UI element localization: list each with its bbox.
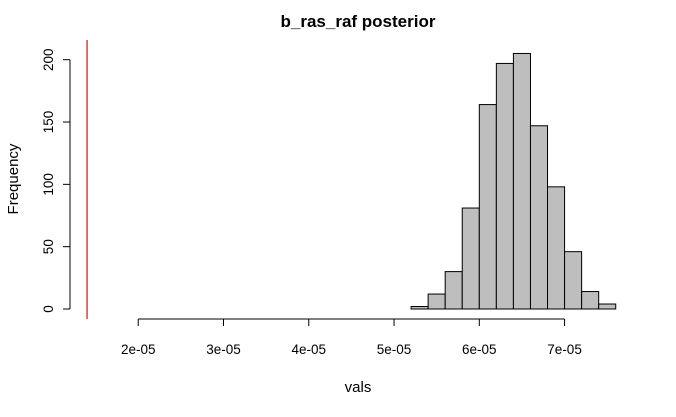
x-tick-label: 4e-05 bbox=[291, 342, 326, 357]
y-tick-label: 50 bbox=[41, 239, 56, 254]
y-axis: 0 50 100 150 200 bbox=[41, 48, 71, 313]
histogram-bars bbox=[410, 52, 617, 310]
y-tick-label: 200 bbox=[41, 48, 56, 71]
histogram-bar bbox=[410, 306, 429, 310]
chart-title: b_ras_raf posterior bbox=[281, 12, 436, 31]
histogram-bar bbox=[427, 293, 446, 310]
x-axis-label: vals bbox=[345, 379, 372, 396]
histogram-bar bbox=[529, 125, 549, 310]
y-tick-label: 150 bbox=[41, 111, 56, 134]
x-tick-label: 3e-05 bbox=[206, 342, 241, 357]
histogram-bar bbox=[547, 186, 566, 310]
histogram-bar bbox=[444, 271, 463, 310]
histogram-bar bbox=[564, 251, 583, 310]
x-tick-label: 2e-05 bbox=[121, 342, 156, 357]
histogram-bar bbox=[512, 52, 531, 310]
x-axis: 2e-05 3e-05 4e-05 5e-05 6e-05 7e-05 bbox=[121, 318, 582, 357]
x-tick-label: 5e-05 bbox=[377, 342, 412, 357]
y-tick-label: 100 bbox=[41, 173, 56, 196]
histogram-bar bbox=[581, 291, 600, 310]
x-tick-label: 6e-05 bbox=[462, 342, 497, 357]
histogram-bar bbox=[495, 62, 514, 310]
x-tick-label: 7e-05 bbox=[547, 342, 582, 357]
histogram-bar bbox=[478, 104, 497, 310]
histogram-bar bbox=[461, 207, 480, 310]
y-axis-label: Frequency bbox=[5, 143, 22, 214]
histogram-bar bbox=[598, 303, 617, 310]
y-tick-label: 0 bbox=[41, 305, 56, 313]
